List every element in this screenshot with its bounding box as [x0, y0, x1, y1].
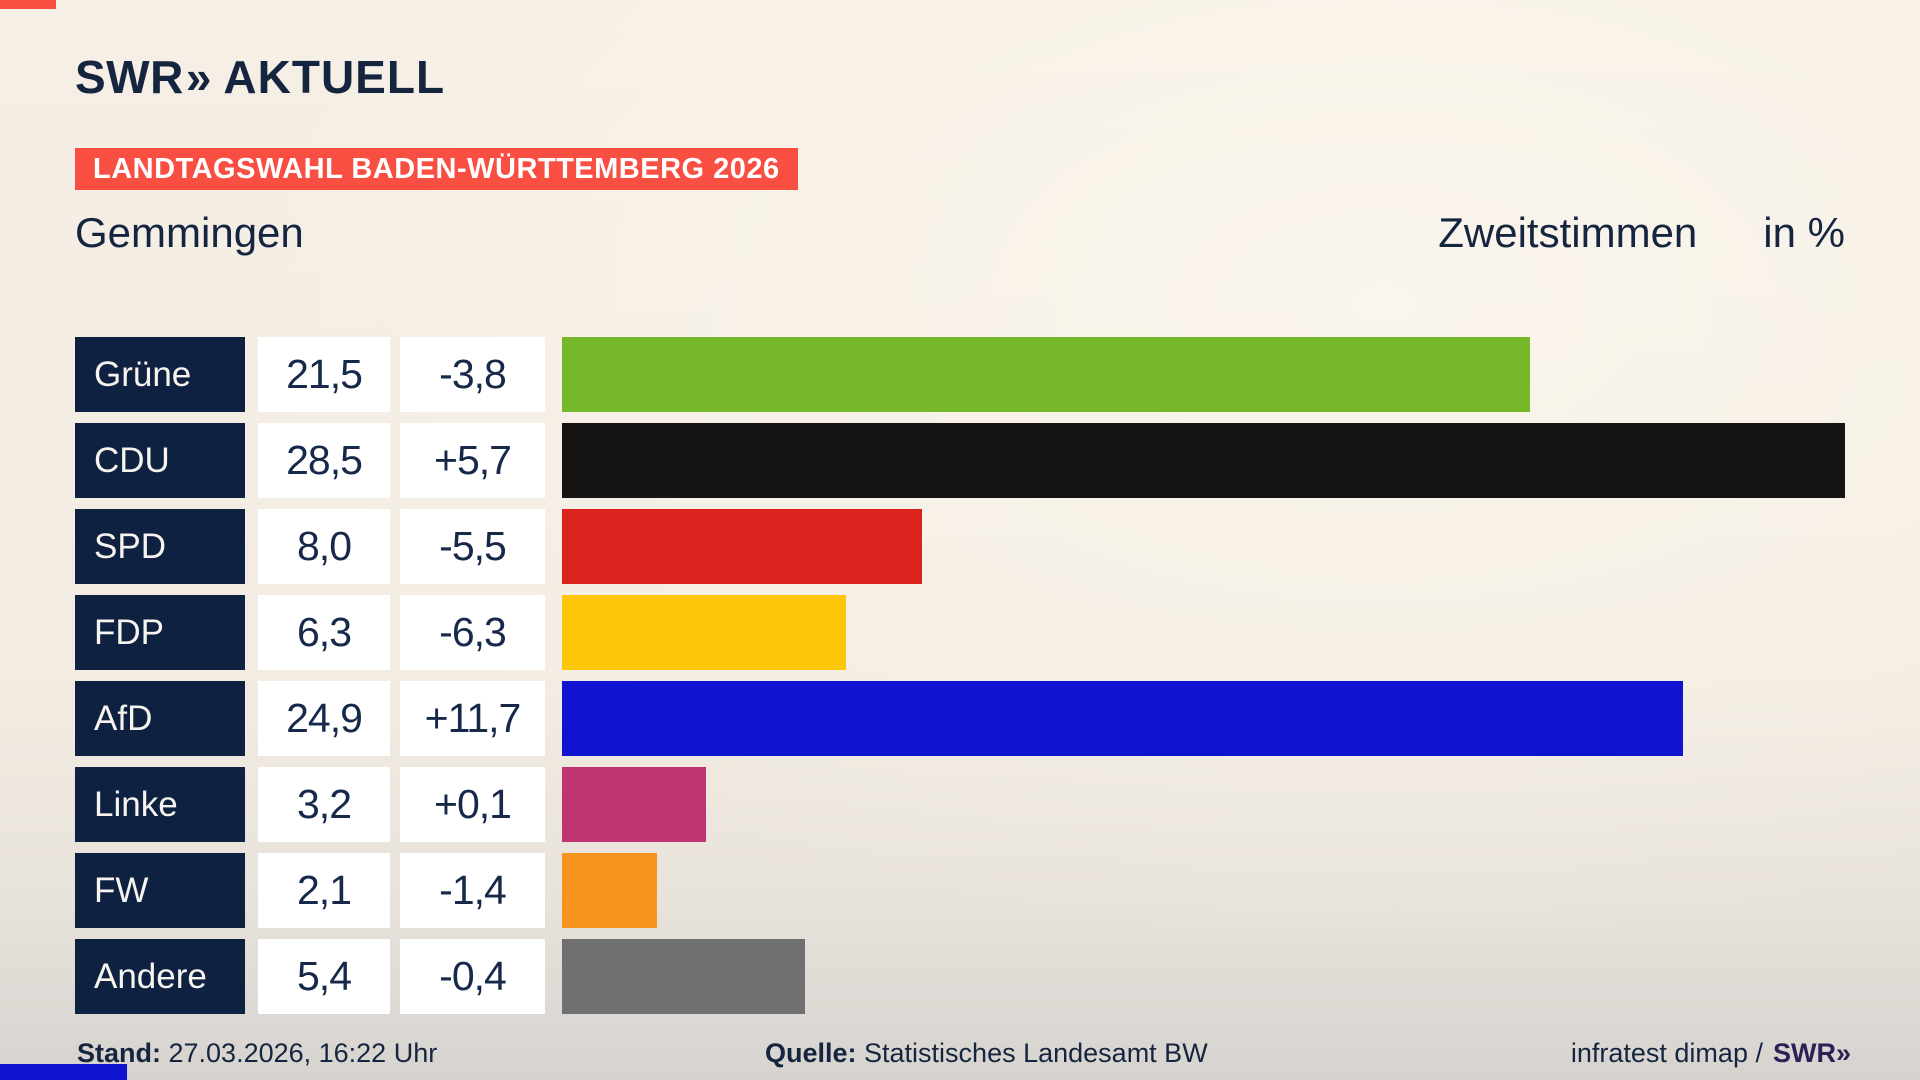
party-bar	[562, 337, 1530, 412]
party-change-box: +5,7	[400, 423, 545, 498]
party-label-box: Linke	[75, 767, 245, 842]
party-bar	[562, 767, 706, 842]
footer: Stand: 27.03.2026, 16:22 Uhr Quelle: Sta…	[0, 1038, 1920, 1078]
party-change: -3,8	[439, 351, 507, 397]
party-change-box: -6,3	[400, 595, 545, 670]
party-label-box: FDP	[75, 595, 245, 670]
party-label-box: AfD	[75, 681, 245, 756]
bar-track	[562, 681, 1920, 756]
bar-chart: Grüne 21,5 -3,8 CDU 28,5 +5,7 SPD 8,0 -5…	[75, 337, 1920, 1025]
swr-logo-text: SWR	[75, 51, 184, 103]
bar-track	[562, 767, 1920, 842]
party-bar	[562, 423, 1845, 498]
party-change-box: -3,8	[400, 337, 545, 412]
footer-credit: infratest dimap / SWR»	[1570, 1038, 1851, 1069]
election-banner: LANDTAGSWAHL BADEN-WÜRTTEMBERG 2026	[75, 148, 798, 190]
party-label: Andere	[94, 956, 207, 996]
chart-row: SPD 8,0 -5,5	[75, 509, 1920, 584]
chart-row: Linke 3,2 +0,1	[75, 767, 1920, 842]
party-change: +5,7	[434, 437, 512, 483]
party-change-box: -5,5	[400, 509, 545, 584]
party-change: -1,4	[439, 867, 507, 913]
party-value: 2,1	[297, 867, 352, 913]
party-change: -6,3	[439, 609, 507, 655]
party-change: +0,1	[434, 781, 512, 827]
party-value: 3,2	[297, 781, 352, 827]
chart-row: AfD 24,9 +11,7	[75, 681, 1920, 756]
party-change: +11,7	[424, 695, 522, 741]
measure-unit: in %	[1763, 209, 1845, 256]
swr-footer-logo-text: SWR	[1772, 1038, 1836, 1068]
party-change-box: -1,4	[400, 853, 545, 928]
bar-track	[562, 509, 1920, 584]
party-change-box: +11,7	[400, 681, 545, 756]
swr-footer-logo-chevrons-icon: »	[1835, 1038, 1851, 1068]
party-value-box: 5,4	[258, 939, 390, 1014]
party-bar	[562, 681, 1683, 756]
credit-text: infratest dimap /	[1570, 1038, 1763, 1068]
chart-row: FW 2,1 -1,4	[75, 853, 1920, 928]
party-value: 8,0	[297, 523, 352, 569]
bar-track	[562, 595, 1920, 670]
party-value: 28,5	[286, 437, 363, 483]
swr-footer-logo: SWR»	[1772, 1038, 1851, 1068]
party-label: Grüne	[94, 354, 192, 394]
party-label: AfD	[94, 698, 153, 738]
municipality-name: Gemmingen	[75, 209, 304, 256]
source-value: Statistisches Landesamt BW	[856, 1038, 1208, 1068]
party-value-box: 24,9	[258, 681, 390, 756]
party-value-box: 6,3	[258, 595, 390, 670]
party-value: 6,3	[297, 609, 352, 655]
corner-artifact-top-left	[0, 0, 56, 9]
stand-value: 27.03.2026, 16:22 Uhr	[161, 1038, 438, 1068]
bar-track	[562, 423, 1920, 498]
party-bar	[562, 595, 846, 670]
party-bar	[562, 853, 657, 928]
party-label-box: SPD	[75, 509, 245, 584]
party-value: 21,5	[286, 351, 363, 397]
chart-row: FDP 6,3 -6,3	[75, 595, 1920, 670]
bar-track	[562, 853, 1920, 928]
party-bar	[562, 939, 805, 1014]
measure-label: Zweitstimmen	[1438, 209, 1698, 256]
party-label: FDP	[94, 612, 164, 652]
party-label-box: Grüne	[75, 337, 245, 412]
party-value-box: 2,1	[258, 853, 390, 928]
swr-logo-product: AKTUELL	[223, 51, 446, 103]
measure-title: Zweitstimmen in %	[1438, 208, 1845, 258]
stand-label: Stand:	[77, 1038, 161, 1068]
party-label: Linke	[94, 784, 178, 824]
swr-logo-chevrons-icon: »	[185, 51, 211, 103]
party-change: -0,4	[439, 953, 507, 999]
party-change-box: -0,4	[400, 939, 545, 1014]
chart-row: CDU 28,5 +5,7	[75, 423, 1920, 498]
party-label-box: Andere	[75, 939, 245, 1014]
footer-stand: Stand: 27.03.2026, 16:22 Uhr	[77, 1038, 437, 1069]
party-label-box: CDU	[75, 423, 245, 498]
party-value-box: 28,5	[258, 423, 390, 498]
source-label: Quelle:	[765, 1038, 857, 1068]
chart-row: Grüne 21,5 -3,8	[75, 337, 1920, 412]
party-label: CDU	[94, 440, 170, 480]
party-change: -5,5	[439, 523, 507, 569]
party-label-box: FW	[75, 853, 245, 928]
bar-track	[562, 939, 1920, 1014]
party-label: FW	[94, 870, 149, 910]
footer-source: Quelle: Statistisches Landesamt BW	[765, 1038, 1208, 1069]
title-row: Gemmingen Zweitstimmen in %	[75, 208, 1845, 258]
chart-row: Andere 5,4 -0,4	[75, 939, 1920, 1014]
party-value-box: 21,5	[258, 337, 390, 412]
party-bar	[562, 509, 922, 584]
bar-track	[562, 337, 1920, 412]
party-value-box: 3,2	[258, 767, 390, 842]
party-value-box: 8,0	[258, 509, 390, 584]
corner-artifact-bottom-left	[0, 1064, 127, 1080]
swr-aktuell-logo: SWR» AKTUELL	[75, 50, 445, 104]
party-value: 24,9	[286, 695, 363, 741]
party-value: 5,4	[297, 953, 352, 999]
party-change-box: +0,1	[400, 767, 545, 842]
party-label: SPD	[94, 526, 166, 566]
